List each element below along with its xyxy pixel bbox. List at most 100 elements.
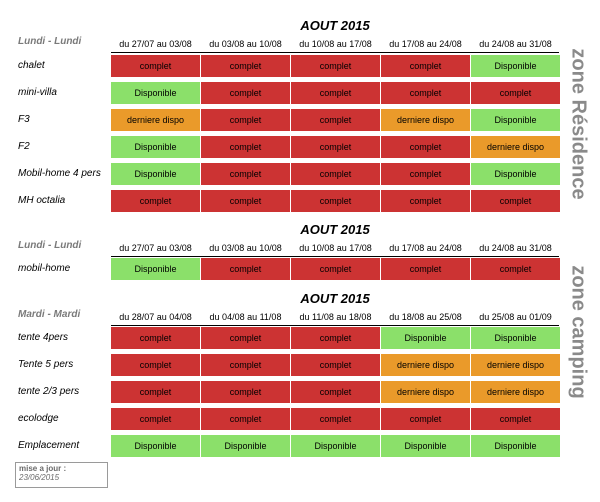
availability-cell: complet bbox=[291, 163, 380, 185]
availability-cell: derniere dispo bbox=[381, 354, 470, 376]
availability-cell: Disponible bbox=[381, 435, 470, 457]
row-label: Tente 5 pers bbox=[18, 359, 74, 370]
header-underline bbox=[111, 325, 559, 326]
row-label: F3 bbox=[18, 114, 30, 125]
availability-cell: Disponible bbox=[111, 136, 200, 158]
update-date: 23/06/2015 bbox=[19, 473, 60, 482]
column-header: du 27/07 au 03/08 bbox=[119, 39, 192, 49]
availability-cell: complet bbox=[291, 82, 380, 104]
row-label: ecolodge bbox=[18, 413, 59, 424]
availability-cell: Disponible bbox=[471, 327, 560, 349]
availability-cell: Disponible bbox=[111, 82, 200, 104]
availability-cell: Disponible bbox=[471, 109, 560, 131]
availability-cell: complet bbox=[291, 55, 380, 77]
availability-cell: derniere dispo bbox=[471, 354, 560, 376]
header-underline bbox=[111, 256, 559, 257]
availability-cell: complet bbox=[201, 109, 290, 131]
availability-cell: complet bbox=[111, 408, 200, 430]
column-header: du 25/08 au 01/09 bbox=[479, 312, 552, 322]
row-label: tente 4pers bbox=[18, 332, 69, 343]
column-header: du 17/08 au 24/08 bbox=[389, 39, 462, 49]
column-header: du 24/08 au 31/08 bbox=[479, 243, 552, 253]
day-range-label: Lundi - Lundi bbox=[18, 240, 82, 251]
availability-cell: complet bbox=[291, 327, 380, 349]
availability-cell: complet bbox=[201, 381, 290, 403]
availability-cell: complet bbox=[471, 190, 560, 212]
availability-cell: complet bbox=[381, 163, 470, 185]
column-header: du 04/08 au 11/08 bbox=[209, 312, 282, 322]
row-label: mobil-home bbox=[18, 263, 71, 274]
availability-cell: complet bbox=[201, 82, 290, 104]
availability-cell: complet bbox=[111, 55, 200, 77]
column-header: du 10/08 au 17/08 bbox=[299, 39, 372, 49]
row-label: MH octalia bbox=[18, 195, 66, 206]
availability-cell: Disponible bbox=[471, 55, 560, 77]
availability-cell: complet bbox=[291, 408, 380, 430]
column-header: du 03/08 au 10/08 bbox=[209, 39, 282, 49]
column-header: du 28/07 au 04/08 bbox=[119, 312, 192, 322]
availability-cell: Disponible bbox=[111, 163, 200, 185]
day-range-label: Mardi - Mardi bbox=[18, 309, 81, 320]
availability-cell: Disponible bbox=[291, 435, 380, 457]
availability-cell: complet bbox=[111, 354, 200, 376]
availability-cell: Disponible bbox=[381, 327, 470, 349]
availability-cell: complet bbox=[471, 408, 560, 430]
availability-cell: Disponible bbox=[111, 258, 200, 280]
availability-cell: derniere dispo bbox=[471, 381, 560, 403]
availability-cell: complet bbox=[201, 163, 290, 185]
header-underline bbox=[111, 52, 559, 53]
row-label: tente 2/3 pers bbox=[18, 386, 80, 397]
row-label: F2 bbox=[18, 141, 30, 152]
availability-cell: Disponible bbox=[471, 163, 560, 185]
section-title: AOUT 2015 bbox=[300, 18, 370, 33]
availability-cell: complet bbox=[291, 381, 380, 403]
availability-cell: complet bbox=[201, 327, 290, 349]
column-header: du 03/08 au 10/08 bbox=[209, 243, 282, 253]
availability-cell: Disponible bbox=[111, 435, 200, 457]
day-range-label: Lundi - Lundi bbox=[18, 36, 82, 47]
availability-cell: complet bbox=[381, 408, 470, 430]
zone-residence-label: zone Résidence bbox=[567, 48, 590, 200]
availability-cell: Disponible bbox=[201, 435, 290, 457]
column-header: du 17/08 au 24/08 bbox=[389, 243, 462, 253]
availability-cell: complet bbox=[381, 190, 470, 212]
availability-cell: derniere dispo bbox=[111, 109, 200, 131]
section-title: AOUT 2015 bbox=[300, 222, 370, 237]
row-label: chalet bbox=[18, 60, 45, 71]
column-header: du 10/08 au 17/08 bbox=[299, 243, 372, 253]
update-box: mise a jour : 23/06/2015 bbox=[15, 462, 108, 488]
availability-cell: complet bbox=[381, 55, 470, 77]
update-label: mise a jour : bbox=[19, 464, 67, 473]
availability-cell: complet bbox=[111, 327, 200, 349]
availability-cell: complet bbox=[291, 190, 380, 212]
availability-cell: complet bbox=[201, 136, 290, 158]
availability-cell: complet bbox=[111, 190, 200, 212]
availability-cell: complet bbox=[381, 258, 470, 280]
availability-cell: complet bbox=[201, 354, 290, 376]
column-header: du 18/08 au 25/08 bbox=[389, 312, 462, 322]
zone-camping-label: zone camping bbox=[567, 265, 590, 399]
availability-cell: Disponible bbox=[471, 435, 560, 457]
availability-cell: complet bbox=[291, 258, 380, 280]
availability-cell: complet bbox=[201, 408, 290, 430]
availability-cell: complet bbox=[111, 381, 200, 403]
row-label: Mobil-home 4 pers bbox=[18, 168, 101, 179]
availability-cell: complet bbox=[471, 82, 560, 104]
row-label: mini-villa bbox=[18, 87, 57, 98]
column-header: du 27/07 au 03/08 bbox=[119, 243, 192, 253]
availability-cell: complet bbox=[381, 136, 470, 158]
availability-cell: complet bbox=[201, 55, 290, 77]
availability-cell: derniere dispo bbox=[471, 136, 560, 158]
availability-cell: complet bbox=[201, 258, 290, 280]
availability-cell: complet bbox=[291, 136, 380, 158]
availability-cell: complet bbox=[291, 354, 380, 376]
row-label: Emplacement bbox=[18, 440, 80, 451]
availability-cell: derniere dispo bbox=[381, 381, 470, 403]
availability-cell: complet bbox=[381, 82, 470, 104]
availability-cell: complet bbox=[201, 190, 290, 212]
section-title: AOUT 2015 bbox=[300, 291, 370, 306]
column-header: du 11/08 au 18/08 bbox=[299, 312, 372, 322]
availability-cell: derniere dispo bbox=[381, 109, 470, 131]
column-header: du 24/08 au 31/08 bbox=[479, 39, 552, 49]
availability-cell: complet bbox=[471, 258, 560, 280]
